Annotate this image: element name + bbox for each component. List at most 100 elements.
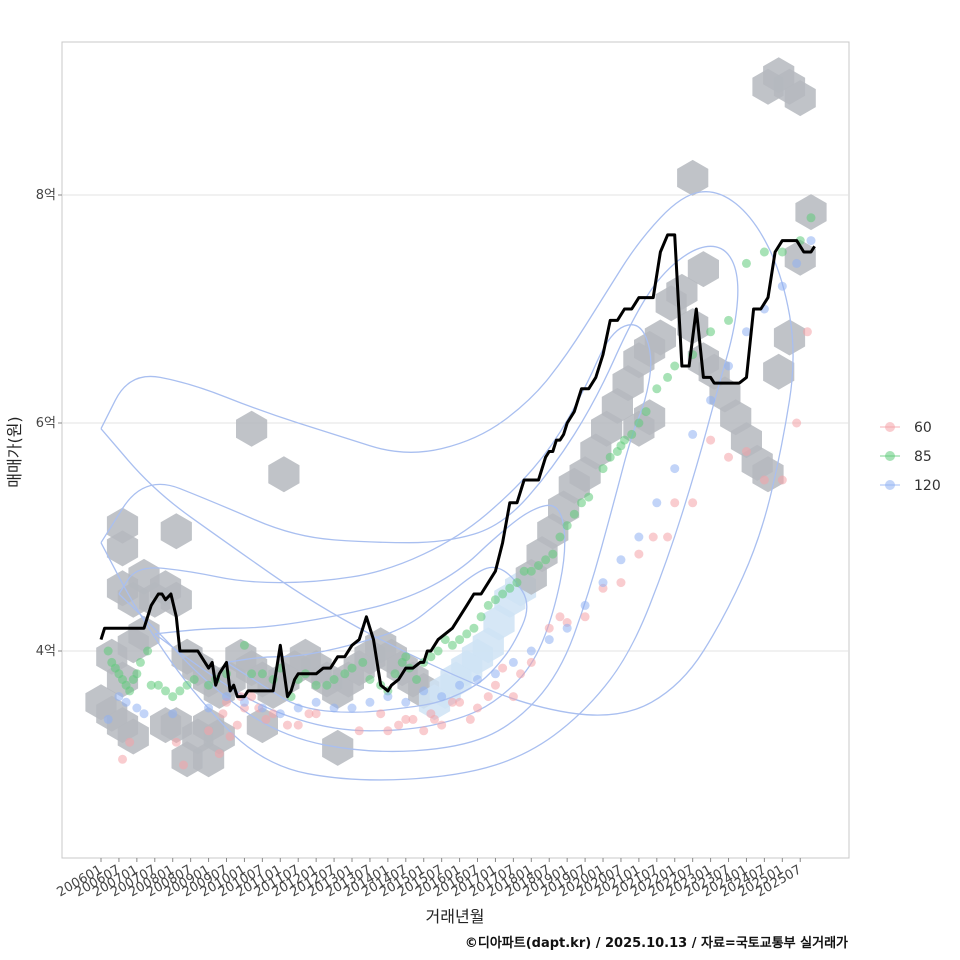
point-85: [390, 669, 400, 679]
median-price-line: [99, 233, 816, 699]
point-60: [544, 623, 554, 633]
point-85: [490, 595, 500, 605]
point-60: [465, 714, 475, 724]
point-60: [490, 680, 500, 690]
hex-bin: [644, 319, 676, 356]
hex-bin: [784, 80, 816, 117]
point-85: [562, 521, 572, 531]
y-axis: 4억 6억 8억: [36, 188, 62, 659]
point-120: [634, 532, 644, 542]
point-60: [419, 726, 429, 736]
hex-bin: [687, 251, 719, 288]
point-120: [419, 686, 429, 696]
point-85: [483, 600, 493, 610]
point-120: [724, 361, 734, 371]
point-85: [412, 675, 422, 684]
point-85: [340, 669, 350, 679]
point-85: [469, 623, 479, 633]
hex-bin: [268, 456, 300, 493]
legend-key-85: [885, 451, 895, 461]
point-85: [204, 680, 214, 690]
point-60: [792, 418, 802, 428]
point-85: [598, 464, 608, 474]
point-60: [634, 549, 644, 559]
point-60: [580, 612, 590, 622]
point-120: [347, 703, 357, 713]
point-85: [577, 498, 587, 508]
point-60: [802, 327, 812, 337]
point-85: [347, 663, 357, 673]
point-85: [125, 686, 135, 696]
point-60: [759, 475, 769, 485]
point-85: [455, 635, 465, 645]
point-85: [724, 315, 734, 325]
density-contour-2: [154, 504, 566, 732]
hex-bin: [160, 581, 192, 618]
point-60: [648, 532, 658, 542]
hex-bin: [763, 353, 795, 390]
point-85: [257, 669, 267, 679]
point-85: [533, 561, 543, 570]
y-axis-title: 매매가(원): [5, 416, 24, 487]
point-60: [171, 737, 181, 747]
point-85: [498, 589, 508, 599]
point-85: [103, 646, 113, 656]
point-120: [670, 464, 680, 474]
point-120: [383, 692, 393, 702]
point-85: [634, 418, 644, 428]
point-60: [498, 663, 508, 673]
point-85: [569, 509, 579, 519]
hexbin-layer: [85, 57, 827, 778]
point-85: [401, 652, 411, 662]
point-85: [741, 258, 751, 268]
point-85: [175, 686, 185, 696]
legend-key-60: [885, 422, 895, 432]
density-contour-1: [226, 566, 528, 713]
point-60: [777, 475, 787, 485]
hex-bin: [106, 507, 139, 544]
point-60: [178, 760, 188, 770]
point-85: [584, 492, 594, 502]
point-85: [322, 680, 332, 690]
point-85: [239, 640, 249, 650]
point-85: [627, 429, 637, 439]
point-85: [641, 407, 651, 417]
point-60: [706, 435, 716, 445]
point-60: [408, 714, 418, 724]
point-120: [792, 258, 802, 268]
point-85: [135, 657, 145, 667]
hex-bin: [117, 718, 149, 755]
point-120: [598, 578, 608, 588]
point-60: [429, 714, 439, 724]
point-60: [376, 709, 386, 719]
point-60: [455, 697, 465, 707]
hex-bin: [106, 530, 139, 567]
point-60: [483, 692, 493, 702]
point-85: [447, 640, 457, 650]
point-120: [544, 635, 554, 645]
point-85: [663, 372, 673, 382]
point-85: [462, 629, 472, 639]
point-85: [426, 652, 436, 662]
point-120: [652, 498, 662, 508]
hex-bin: [236, 410, 268, 447]
legend-label: 85: [914, 449, 932, 465]
point-85: [311, 680, 321, 690]
point-60: [508, 692, 518, 702]
hex-bin: [666, 273, 698, 310]
point-60: [473, 703, 483, 713]
point-120: [401, 697, 411, 707]
hex-bin: [160, 513, 192, 550]
point-60: [268, 709, 278, 719]
point-120: [580, 600, 590, 610]
point-120: [103, 714, 113, 724]
point-85: [759, 247, 769, 257]
point-60: [663, 532, 673, 542]
point-85: [153, 680, 163, 690]
point-60: [526, 657, 536, 667]
point-60: [261, 714, 271, 724]
contour-layer: [100, 191, 794, 781]
hex-bin: [752, 456, 784, 493]
point-120: [706, 395, 716, 405]
point-60: [293, 720, 303, 730]
